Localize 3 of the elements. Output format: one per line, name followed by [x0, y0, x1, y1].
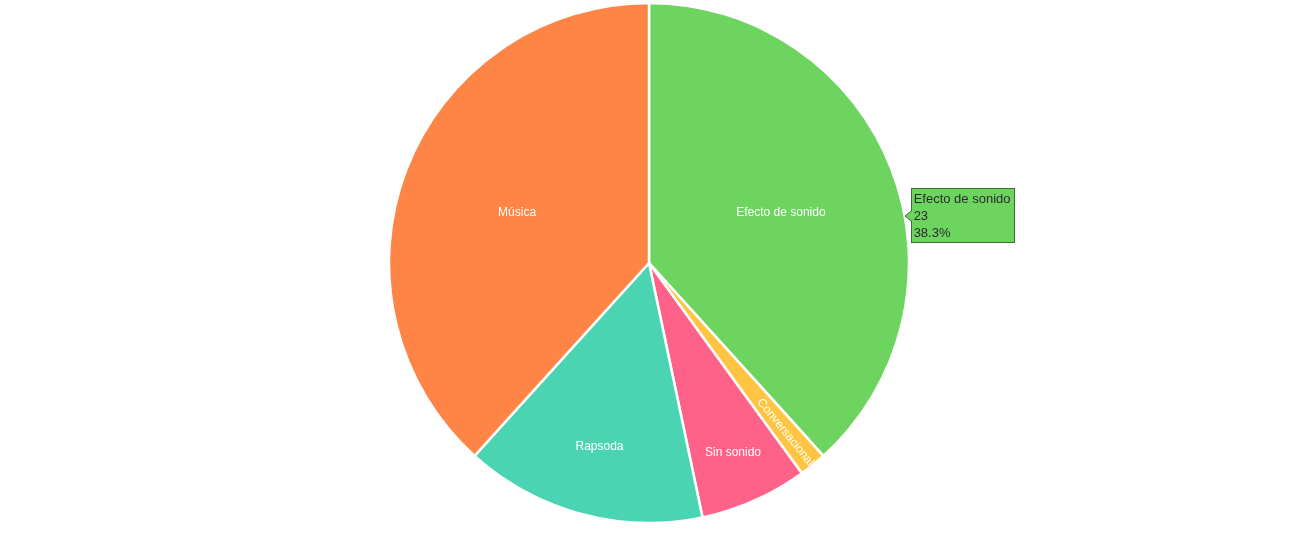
slice-label: Música — [498, 205, 537, 220]
slice-label: Rapsoda — [575, 439, 624, 454]
slice-label: Efecto de sonido — [736, 205, 826, 220]
